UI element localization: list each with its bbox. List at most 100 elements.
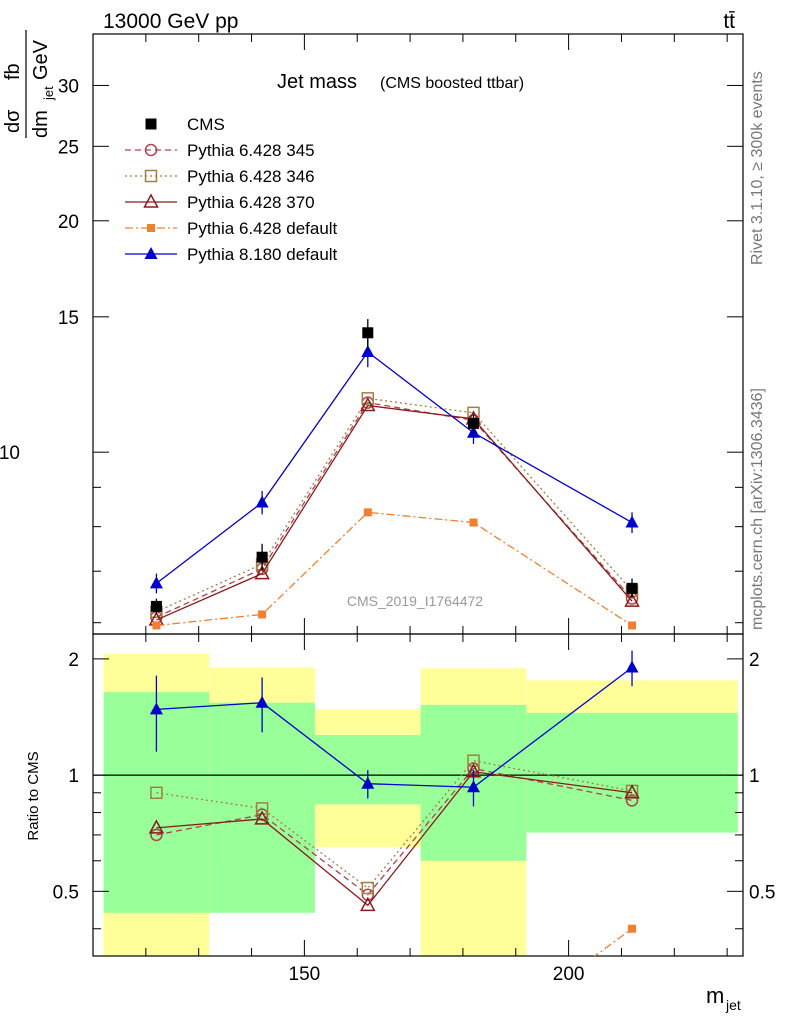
main-series-cms bbox=[150, 319, 638, 615]
data-point bbox=[148, 819, 165, 834]
legend-label: Pythia 6.428 346 bbox=[187, 167, 315, 186]
ratio-line bbox=[156, 771, 633, 907]
data-point bbox=[361, 888, 375, 901]
data-point bbox=[362, 327, 374, 339]
xlabel-main: m bbox=[706, 983, 724, 1008]
process-label: tt̄ bbox=[723, 10, 735, 33]
data-point bbox=[144, 247, 158, 259]
data-point bbox=[255, 495, 269, 508]
ylabel-den-a: dm bbox=[30, 110, 52, 138]
ylabel-den-sub: jet bbox=[41, 86, 56, 101]
data-point bbox=[624, 592, 640, 607]
ratio-frame bbox=[92, 633, 744, 957]
data-point bbox=[150, 600, 162, 612]
y-tick-label: 15 bbox=[58, 308, 79, 329]
data-point bbox=[255, 802, 269, 815]
data-point bbox=[254, 565, 270, 580]
energy-label: 13000 GeV pp bbox=[103, 10, 238, 33]
y-tick-label: 10 bbox=[0, 443, 20, 464]
ylabel-num-a: dσ bbox=[2, 109, 24, 133]
data-point bbox=[361, 776, 375, 789]
x-tick-label: 200 bbox=[553, 964, 585, 985]
x-tick-label: 150 bbox=[289, 964, 321, 985]
legend-label: Pythia 6.428 345 bbox=[187, 141, 315, 160]
data-point bbox=[255, 695, 269, 708]
legend-label: CMS bbox=[187, 115, 225, 134]
ylabel-num-b: fb bbox=[2, 63, 24, 80]
data-point bbox=[469, 518, 478, 527]
data-point bbox=[625, 515, 639, 528]
ratio-y-tick-label-right: 0.5 bbox=[749, 882, 775, 903]
data-point bbox=[147, 224, 155, 232]
ratio-series-pythia-8-180-default bbox=[149, 650, 639, 807]
series-line bbox=[156, 351, 633, 584]
series-line bbox=[156, 401, 633, 618]
ratio-y-tick-label: 1 bbox=[68, 766, 79, 787]
uncertainty-bands bbox=[103, 653, 738, 956]
data-point bbox=[625, 660, 639, 673]
legend-entry: Pythia 6.428 370 bbox=[125, 193, 315, 212]
legend-label: Pythia 8.180 default bbox=[187, 245, 338, 264]
legend-entry: Pythia 6.428 346 bbox=[125, 167, 315, 186]
legend-label: Pythia 6.428 370 bbox=[187, 193, 315, 212]
chart-title: Jet mass bbox=[277, 71, 357, 93]
main-series-pythia-8-180-default bbox=[149, 337, 639, 594]
y-tick-label: 30 bbox=[58, 76, 79, 97]
data-point bbox=[149, 576, 163, 589]
y-tick-label: 25 bbox=[58, 137, 79, 158]
data-point bbox=[150, 786, 163, 800]
data-point bbox=[361, 881, 375, 895]
main-series-pythia-6-428-346 bbox=[150, 392, 639, 618]
data-point bbox=[624, 784, 640, 799]
main-series-pythia-6-428-345 bbox=[150, 396, 639, 624]
main-series-pythia-6-428-default bbox=[152, 508, 637, 630]
data-point bbox=[360, 396, 376, 412]
data-point bbox=[628, 924, 637, 933]
chart-subtitle: (CMS boosted ttbar) bbox=[380, 75, 524, 92]
legend-entry: Pythia 6.428 345 bbox=[125, 141, 315, 160]
data-point bbox=[466, 780, 480, 793]
axes: 150 200 10 15 20 25 30 0.5 0.5 1 1 2 2 bbox=[0, 33, 775, 985]
ratio-ylabel: Ratio to CMS bbox=[25, 751, 42, 840]
data-point bbox=[143, 193, 159, 208]
data-point bbox=[152, 621, 161, 630]
ratio-y-tick-label: 2 bbox=[68, 650, 79, 671]
green-band-bin bbox=[526, 712, 738, 833]
y-tick-label: 20 bbox=[58, 212, 79, 233]
data-point bbox=[150, 828, 163, 842]
legend-entry: CMS bbox=[145, 115, 225, 134]
data-point bbox=[467, 417, 479, 429]
ylabel-den-b: GeV bbox=[30, 39, 52, 80]
legend-entry: Pythia 8.180 default bbox=[125, 245, 338, 264]
ratio-series-pythia-6-428-default bbox=[593, 924, 637, 956]
legend-label: Pythia 6.428 default bbox=[187, 219, 338, 238]
data-point bbox=[258, 610, 267, 619]
data-point bbox=[256, 551, 268, 563]
ratio-series bbox=[148, 650, 640, 956]
data-point bbox=[361, 344, 375, 357]
main-series bbox=[148, 319, 640, 630]
data-point bbox=[145, 118, 157, 130]
data-point bbox=[144, 169, 158, 183]
data-point bbox=[149, 702, 163, 715]
data-point bbox=[363, 508, 372, 517]
xlabel-sub: jet bbox=[725, 997, 741, 1013]
rivet-label: Rivet 3.1.10, ≥ 300k events bbox=[749, 71, 766, 265]
series-line bbox=[156, 511, 633, 627]
ratio-y-tick-label-right: 1 bbox=[749, 766, 760, 787]
data-point bbox=[628, 621, 637, 630]
ratio-line bbox=[156, 759, 633, 889]
series-line bbox=[156, 404, 633, 621]
legend-entry: Pythia 6.428 default bbox=[125, 219, 338, 238]
main-series-pythia-6-428-370 bbox=[148, 396, 640, 626]
analysis-watermark: CMS_2019_I1764472 bbox=[347, 593, 483, 609]
series-line bbox=[156, 397, 633, 613]
mcplots-label: mcplots.cern.ch [arXiv:1306.3436] bbox=[749, 388, 766, 630]
data-point bbox=[144, 143, 158, 157]
data-point bbox=[625, 794, 639, 807]
data-point bbox=[626, 582, 638, 594]
ratio-y-tick-label: 0.5 bbox=[53, 882, 79, 903]
ratio-y-tick-label-right: 2 bbox=[749, 650, 760, 671]
data-point bbox=[361, 392, 375, 405]
